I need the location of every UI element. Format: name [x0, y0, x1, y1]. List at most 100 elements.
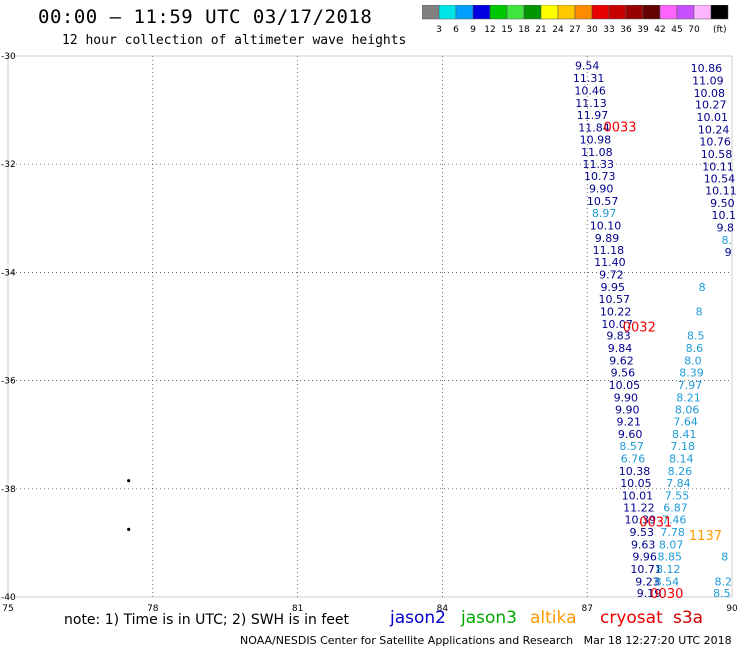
time-label: 0033 — [603, 120, 636, 135]
footnote: note: 1) Time is in UTC; 2) SWH is in fe… — [64, 612, 350, 628]
data-label: 9.21 — [616, 416, 641, 429]
x-tick-label: 90 — [726, 604, 738, 612]
data-label: 10.27 — [695, 99, 727, 112]
data-label: 10.10 — [590, 219, 622, 232]
x-tick-label: 75 — [2, 604, 13, 612]
data-label: 7.55 — [665, 489, 690, 502]
data-label: 9.96 — [632, 550, 657, 563]
colorbar-label: (ft) — [713, 25, 727, 35]
data-label: 7.78 — [660, 526, 685, 539]
data-label: 9.84 — [608, 342, 633, 355]
data-label: 9.23 — [635, 575, 660, 588]
data-label: 10.57 — [587, 195, 619, 208]
data-label: 8. — [721, 234, 732, 247]
data-label: 9.8 — [716, 221, 734, 234]
data-label: 11.22 — [623, 502, 655, 515]
data-label: 10.46 — [574, 85, 606, 98]
colorbar-label: 21 — [535, 25, 546, 35]
plot-area: 75 78 81 84 87 90-30-32-34-36-38-409.5411.311… — [1, 52, 738, 612]
x-tick-label: 84 — [437, 604, 449, 612]
data-label: 9 — [725, 246, 732, 259]
color-legend: 3 6 9 12 15 18 21 24 27 30 33 36 39 42 45 70 (ft) — [422, 5, 729, 35]
data-label: 10.86 — [691, 62, 723, 75]
data-label: 11.13 — [575, 97, 607, 110]
data-label: 6.76 — [621, 453, 646, 466]
data-label: 8.07 — [659, 539, 684, 552]
data-label: 11.97 — [577, 109, 609, 122]
data-label: 11.08 — [581, 146, 613, 159]
colorbar-label: 45 — [671, 25, 682, 35]
data-label: 10.11 — [705, 185, 737, 198]
data-label: 11.84 — [578, 121, 610, 134]
data-label: 8.14 — [669, 453, 694, 466]
data-label: 10.22 — [600, 305, 632, 318]
data-label: 10.05 — [620, 477, 652, 490]
data-label: 11.33 — [583, 158, 615, 171]
y-tick-label: -40 — [1, 593, 16, 603]
colorbar-label: 12 — [484, 25, 495, 35]
data-label: 10.1 — [712, 209, 737, 222]
time-label: 1137 — [689, 529, 722, 544]
data-label: 8.97 — [592, 207, 617, 220]
data-label: 8 — [696, 305, 703, 318]
legend-jason3: jason3 — [461, 608, 517, 628]
colorbar-label: 39 — [637, 25, 649, 35]
data-label: 8 — [699, 281, 706, 294]
data-label: 9.83 — [606, 330, 631, 343]
legend-s3a: s3a — [673, 608, 704, 628]
data-label: 7.84 — [666, 477, 691, 490]
data-label: 8 — [721, 550, 728, 563]
data-label: 9.62 — [609, 355, 634, 368]
data-label: 8.06 — [675, 403, 700, 416]
data-label: 9.89 — [595, 232, 620, 245]
data-label: 9.19 — [637, 587, 662, 600]
data-label: 10.57 — [598, 293, 630, 306]
x-tick-label: 78 — [147, 604, 159, 612]
y-tick-label: -38 — [1, 485, 16, 495]
data-label: 8.26 — [668, 465, 693, 478]
data-label: 8.41 — [672, 428, 697, 441]
colorbar-label: 42 — [654, 25, 665, 35]
credit-line: NOAA/NESDIS Center for Satellite Applica… — [240, 634, 732, 647]
data-label: 10.01 — [696, 111, 728, 124]
colorbar-label: 30 — [586, 25, 598, 35]
legend-jason2: jason2 — [390, 608, 446, 628]
track-point — [127, 527, 131, 531]
colorbar-label: 70 — [688, 25, 700, 35]
data-label: 11.09 — [692, 74, 724, 87]
data-label: 9.90 — [589, 183, 614, 196]
colorbar-label: 36 — [620, 25, 632, 35]
data-label: 9.72 — [599, 269, 624, 282]
data-label: 9.90 — [615, 403, 640, 416]
data-label: 10.05 — [609, 379, 641, 392]
colorbar-label: 24 — [552, 25, 564, 35]
data-label: 7.64 — [673, 416, 698, 429]
colorbar-label: 33 — [603, 25, 614, 35]
data-label: 8.21 — [676, 391, 701, 404]
data-label: 8.6 — [686, 342, 704, 355]
data-label: 10.71 — [630, 563, 662, 576]
colorbar-label: 15 — [501, 25, 512, 35]
data-label: 10.11 — [702, 160, 734, 173]
y-tick-label: -32 — [1, 160, 16, 170]
data-label: 7.97 — [678, 379, 703, 392]
track-point — [127, 479, 131, 483]
data-label: 10.58 — [701, 148, 733, 161]
data-label: 9.54 — [575, 60, 600, 73]
data-label: 10.01 — [622, 489, 654, 502]
legend-cryosat: cryosat — [600, 608, 663, 628]
data-label: 9.53 — [629, 526, 654, 539]
chart-subtitle: 12 hour collection of altimeter wave hei… — [62, 33, 407, 48]
colorbar-label: 9 — [470, 25, 476, 35]
y-tick-label: -36 — [1, 377, 16, 387]
chart-title: 00:00 – 11:59 UTC 03/17/2018 — [38, 6, 373, 28]
data-label: 10.76 — [699, 135, 731, 148]
plot-frame — [7, 55, 733, 598]
data-label: 10.24 — [698, 124, 730, 137]
data-label: 10.73 — [584, 170, 616, 183]
y-tick-label: -34 — [1, 268, 16, 278]
time-label: 0030 — [650, 587, 683, 602]
data-label: 10.08 — [694, 87, 726, 100]
data-label: 9.50 — [710, 197, 735, 210]
data-label: 8.5 — [713, 587, 731, 600]
